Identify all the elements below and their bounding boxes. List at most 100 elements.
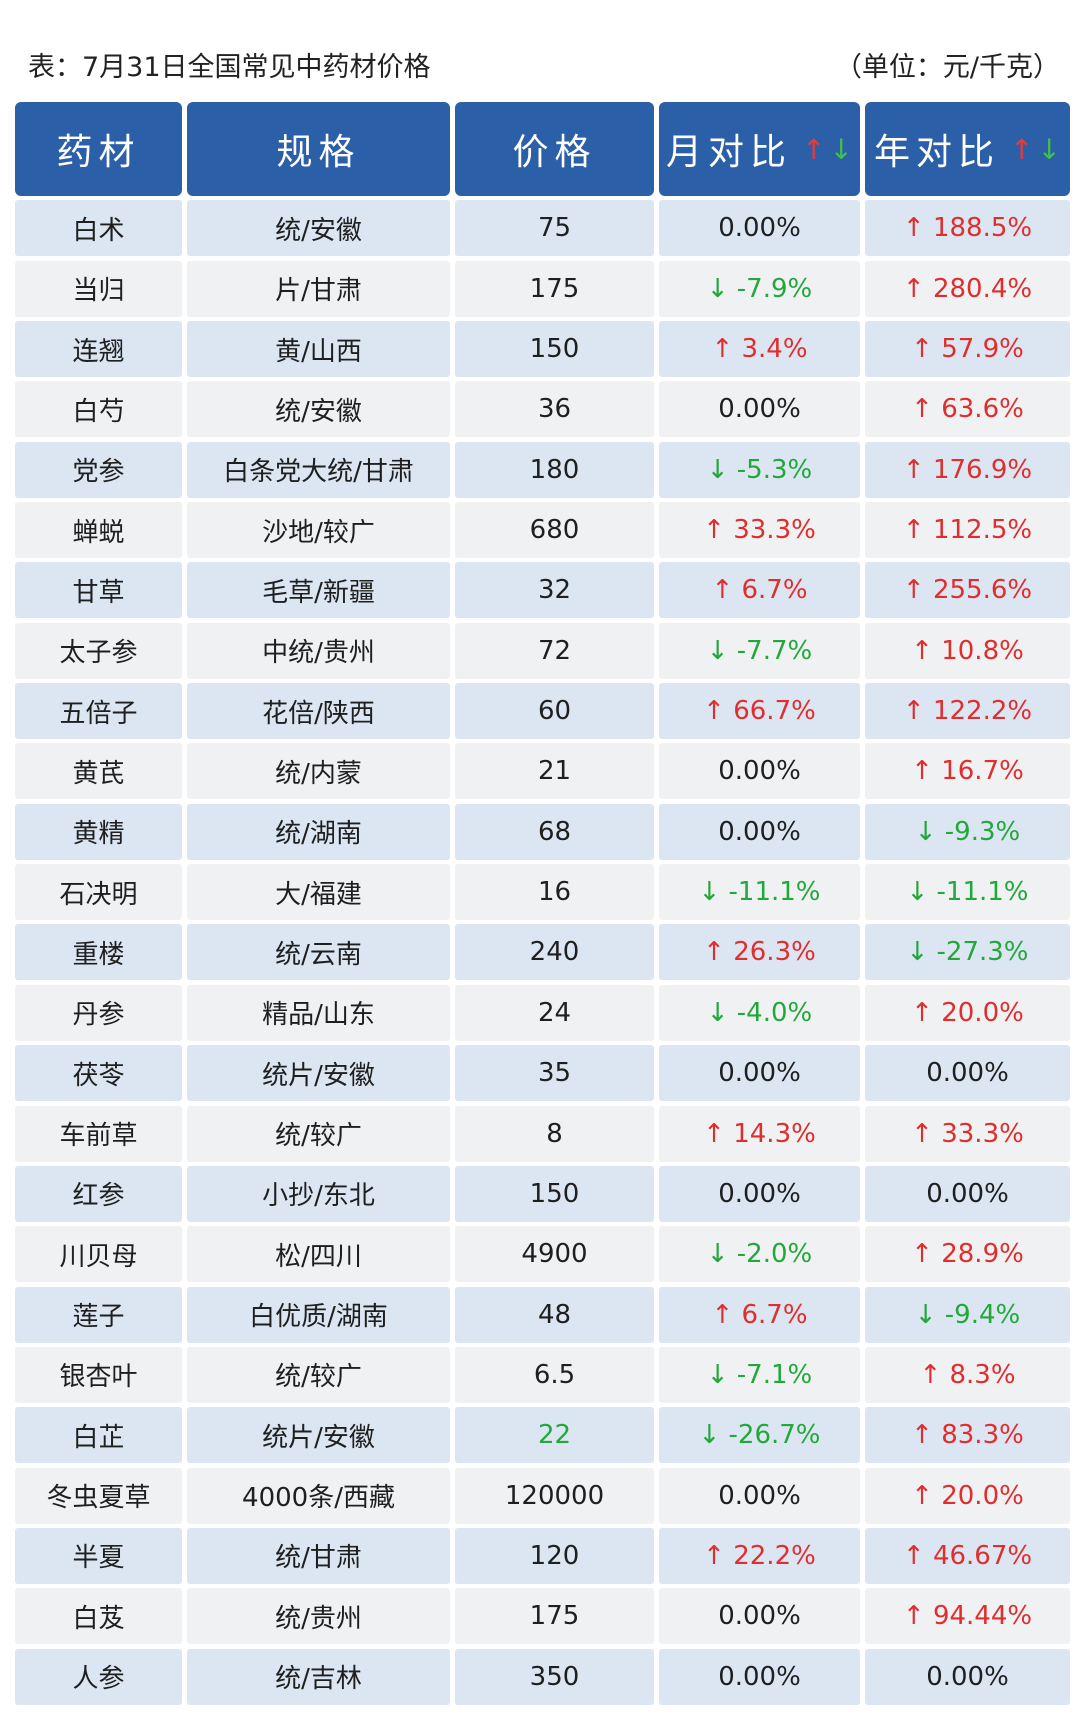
cell-price: 60: [455, 683, 654, 740]
cell-year-compare: ↑ 20.0%: [865, 1467, 1070, 1524]
cell-month-compare: 0.00%: [659, 1467, 860, 1524]
cell-herb: 白芍: [15, 381, 182, 438]
cell-month-compare: 0.00%: [659, 381, 860, 438]
arrow-down-icon: ↓: [1037, 132, 1061, 166]
cell-herb: 石决明: [15, 864, 182, 921]
cell-herb: 甘草: [15, 562, 182, 619]
cell-year-compare: ↓ -9.4%: [865, 1286, 1070, 1343]
cell-herb: 银杏叶: [15, 1346, 182, 1403]
cell-month-compare: 0.00%: [659, 803, 860, 860]
cell-year-compare: ↑ 33.3%: [865, 1105, 1070, 1162]
cell-month-compare: 0.00%: [659, 1045, 860, 1102]
arrow-up-icon: ↑: [802, 132, 826, 166]
cell-price: 22: [455, 1407, 654, 1464]
cell-herb: 重楼: [15, 924, 182, 981]
cell-year-compare: ↓ -9.3%: [865, 803, 1070, 860]
cell-spec: 沙地/较广: [187, 502, 450, 559]
cell-spec: 白条党大统/甘肃: [187, 441, 450, 498]
cell-price: 4900: [455, 1226, 654, 1283]
cell-month-compare: ↓ -7.7%: [659, 622, 860, 679]
cell-herb: 党参: [15, 441, 182, 498]
cell-herb: 丹参: [15, 984, 182, 1041]
cell-year-compare: ↑ 255.6%: [865, 562, 1070, 619]
cell-month-compare: ↑ 6.7%: [659, 562, 860, 619]
cell-month-compare: ↑ 6.7%: [659, 1286, 860, 1343]
cell-year-compare: ↓ -11.1%: [865, 864, 1070, 921]
cell-month-compare: ↓ -7.9%: [659, 260, 860, 317]
cell-price: 6.5: [455, 1346, 654, 1403]
cell-month-compare: ↓ -26.7%: [659, 1407, 860, 1464]
cell-price: 150: [455, 321, 654, 378]
cell-spec: 统/甘肃: [187, 1527, 450, 1584]
cell-herb: 川贝母: [15, 1226, 182, 1283]
cell-price: 35: [455, 1045, 654, 1102]
cell-spec: 毛草/新疆: [187, 562, 450, 619]
cell-month-compare: 0.00%: [659, 1648, 860, 1705]
cell-herb: 黄芪: [15, 743, 182, 800]
header-herb: 药材: [15, 102, 182, 196]
price-table: 药材 规格 价格 月对比 ↑ ↓ 年对比 ↑ ↓ 白术 统/安徽 75 0.00% ↑ …: [15, 102, 1070, 1705]
cell-price: 32: [455, 562, 654, 619]
cell-month-compare: ↑ 22.2%: [659, 1527, 860, 1584]
cell-spec: 片/甘肃: [187, 260, 450, 317]
cell-spec: 黄/山西: [187, 321, 450, 378]
table-title: 表：7月31日全国常见中药材价格: [28, 51, 431, 83]
cell-price: 21: [455, 743, 654, 800]
cell-price: 24: [455, 984, 654, 1041]
cell-month-compare: 0.00%: [659, 200, 860, 257]
cell-month-compare: ↓ -5.3%: [659, 441, 860, 498]
cell-spec: 中统/贵州: [187, 622, 450, 679]
cell-month-compare: ↑ 3.4%: [659, 321, 860, 378]
cell-price: 175: [455, 260, 654, 317]
cell-herb: 五倍子: [15, 683, 182, 740]
cell-spec: 统/较广: [187, 1105, 450, 1162]
cell-year-compare: ↑ 112.5%: [865, 502, 1070, 559]
cell-year-compare: ↑ 10.8%: [865, 622, 1070, 679]
cell-spec: 统/吉林: [187, 1648, 450, 1705]
cell-herb: 当归: [15, 260, 182, 317]
cell-price: 72: [455, 622, 654, 679]
cell-year-compare: ↑ 94.44%: [865, 1588, 1070, 1645]
cell-year-compare: ↑ 57.9%: [865, 321, 1070, 378]
cell-year-compare: 0.00%: [865, 1165, 1070, 1222]
cell-herb: 太子参: [15, 622, 182, 679]
cell-herb: 黄精: [15, 803, 182, 860]
cell-year-compare: ↑ 83.3%: [865, 1407, 1070, 1464]
cell-price: 16: [455, 864, 654, 921]
cell-spec: 花倍/陕西: [187, 683, 450, 740]
cell-price: 68: [455, 803, 654, 860]
cell-year-compare: 0.00%: [865, 1045, 1070, 1102]
cell-price: 120000: [455, 1467, 654, 1524]
cell-price: 175: [455, 1588, 654, 1645]
cell-price: 36: [455, 381, 654, 438]
cell-spec: 统/湖南: [187, 803, 450, 860]
cell-month-compare: ↑ 26.3%: [659, 924, 860, 981]
cell-year-compare: ↑ 176.9%: [865, 441, 1070, 498]
cell-herb: 白芷: [15, 1407, 182, 1464]
cell-year-compare: ↑ 122.2%: [865, 683, 1070, 740]
cell-year-compare: ↑ 16.7%: [865, 743, 1070, 800]
cell-price: 150: [455, 1165, 654, 1222]
cell-spec: 白优质/湖南: [187, 1286, 450, 1343]
cell-spec: 统/安徽: [187, 200, 450, 257]
arrow-up-icon: ↑: [1010, 132, 1034, 166]
cell-spec: 统片/安徽: [187, 1045, 450, 1102]
cell-month-compare: ↓ -2.0%: [659, 1226, 860, 1283]
cell-year-compare: ↑ 280.4%: [865, 260, 1070, 317]
cell-herb: 人参: [15, 1648, 182, 1705]
cell-price: 75: [455, 200, 654, 257]
table-caption: 表：7月31日全国常见中药材价格 （单位：元/千克）: [28, 44, 1060, 84]
header-spec: 规格: [187, 102, 450, 196]
cell-month-compare: 0.00%: [659, 1165, 860, 1222]
cell-price: 8: [455, 1105, 654, 1162]
cell-spec: 精品/山东: [187, 984, 450, 1041]
cell-spec: 4000条/西藏: [187, 1467, 450, 1524]
cell-spec: 统/贵州: [187, 1588, 450, 1645]
cell-price: 350: [455, 1648, 654, 1705]
cell-year-compare: 0.00%: [865, 1648, 1070, 1705]
header-year-compare: 年对比 ↑ ↓: [865, 102, 1070, 196]
cell-month-compare: 0.00%: [659, 743, 860, 800]
cell-year-compare: ↑ 46.67%: [865, 1527, 1070, 1584]
cell-month-compare: ↓ -7.1%: [659, 1346, 860, 1403]
cell-spec: 小抄/东北: [187, 1165, 450, 1222]
